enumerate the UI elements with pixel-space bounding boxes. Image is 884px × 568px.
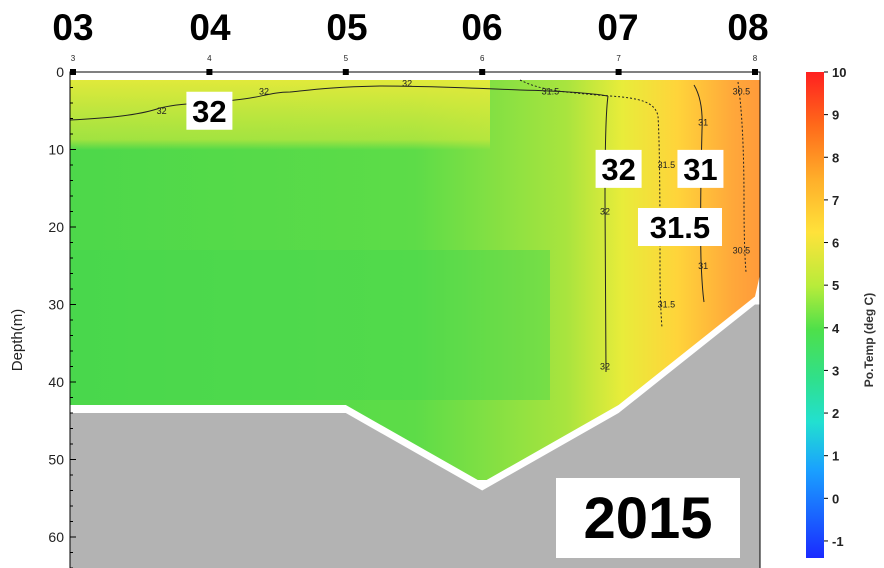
- station-labels: 03 04 05 06 07 08: [52, 7, 768, 48]
- station-label: 07: [597, 7, 638, 48]
- y-tick-label: 20: [48, 219, 64, 235]
- colorbar-tick-label: 4: [832, 321, 840, 336]
- colorbar-tick-label: 9: [832, 108, 839, 123]
- colorbar-tick-label: 6: [832, 236, 839, 251]
- y-tick-label: 50: [48, 452, 64, 468]
- station-label: 03: [52, 7, 93, 48]
- contour-label: 31: [683, 152, 717, 187]
- axes: 0 10 20 30 40 50 60 3 4 5 6 7 8: [48, 54, 761, 568]
- y-axis: 0 10 20 30 40 50 60: [48, 64, 76, 568]
- station-marker: [615, 69, 622, 75]
- contour-label-bg: [637, 208, 722, 246]
- field-deep-band: [70, 250, 550, 400]
- contour-label-small: 32: [600, 207, 610, 217]
- contour-label-small: 31.5: [658, 160, 676, 170]
- contour-30-5-vertical: [737, 81, 747, 273]
- contour-label-small: 30.5: [733, 86, 751, 96]
- station-tick-label: 4: [207, 54, 212, 63]
- y-tick-label: 30: [48, 297, 64, 313]
- colorbar-tick-label: 10: [832, 65, 846, 80]
- year-box-bg: [556, 478, 740, 558]
- station-tick-label: 3: [71, 54, 76, 63]
- colorbar-tick-label: 2: [832, 406, 839, 421]
- y-tick-label: 0: [56, 64, 64, 80]
- contour-label-small: 32: [600, 362, 610, 372]
- year-box: 2015: [556, 478, 740, 558]
- station-tick-label: 7: [616, 54, 621, 63]
- station-tick-label: 8: [753, 54, 758, 63]
- contour-label: 32: [601, 152, 635, 187]
- colorbar-tick-label: 8: [832, 150, 839, 165]
- contour-label-small: 32: [402, 79, 412, 89]
- contour-31-vertical: [693, 84, 705, 303]
- contour-lines: [69, 79, 747, 373]
- contour-label-small: 31.5: [658, 300, 676, 310]
- colorbar-label: Po.Temp (deg C): [862, 293, 876, 387]
- contour-labels: 32 32 31 31.5 32 32 32 31.5 31.5 31.5 31 31 30.5 30.5…: [157, 79, 750, 372]
- station-tick-label: 6: [480, 54, 485, 63]
- station-label: 08: [727, 7, 768, 48]
- contour-label-bg: [677, 149, 724, 188]
- station-markers: 3 4 5 6 7 8: [70, 54, 758, 75]
- contour-label: 32: [192, 94, 226, 129]
- y-tick-label: 10: [48, 142, 64, 158]
- y-tick-label: 60: [48, 529, 64, 545]
- contour-label-small: 31.5: [542, 86, 560, 96]
- colorbar-tick-label: 5: [832, 278, 839, 293]
- contour-label-small: 32: [259, 86, 269, 96]
- station-label: 05: [326, 7, 367, 48]
- contour-label-small: 31: [698, 261, 708, 271]
- y-tick-label: 40: [48, 374, 64, 390]
- year-label: 2015: [583, 486, 712, 551]
- station-marker: [206, 69, 213, 75]
- station-marker: [342, 69, 349, 75]
- contour-32-surface: [69, 85, 609, 121]
- colorbar-tick-label: 7: [832, 193, 839, 208]
- station-marker: [752, 69, 758, 75]
- colorbar-tick-label: 3: [832, 363, 839, 378]
- colorbar-tick-label: 1: [832, 449, 839, 464]
- station-marker: [70, 69, 76, 75]
- contour-label-small: 30.5: [733, 245, 751, 255]
- plot-frame: [69, 71, 761, 568]
- station-marker: [479, 69, 486, 75]
- contour-label-small: 31: [698, 117, 708, 127]
- station-tick-label: 5: [344, 54, 349, 63]
- contour-32-vertical: [604, 95, 609, 373]
- contour-label-bg: [595, 149, 642, 188]
- station-label: 04: [189, 7, 231, 48]
- colorbar-tick-label: 0: [832, 491, 839, 506]
- colorbar-gradient: [806, 72, 824, 558]
- contour-label-small: 32: [157, 106, 167, 116]
- contour-label: 31.5: [650, 210, 710, 245]
- station-label: 06: [461, 7, 502, 48]
- contour-31-5-vertical: [519, 79, 663, 329]
- colorbar-tick-label: -1: [832, 534, 844, 549]
- y-axis-label: Depth(m): [9, 309, 26, 372]
- contour-label-bg: [186, 91, 233, 130]
- field-surface-layer: [70, 80, 490, 150]
